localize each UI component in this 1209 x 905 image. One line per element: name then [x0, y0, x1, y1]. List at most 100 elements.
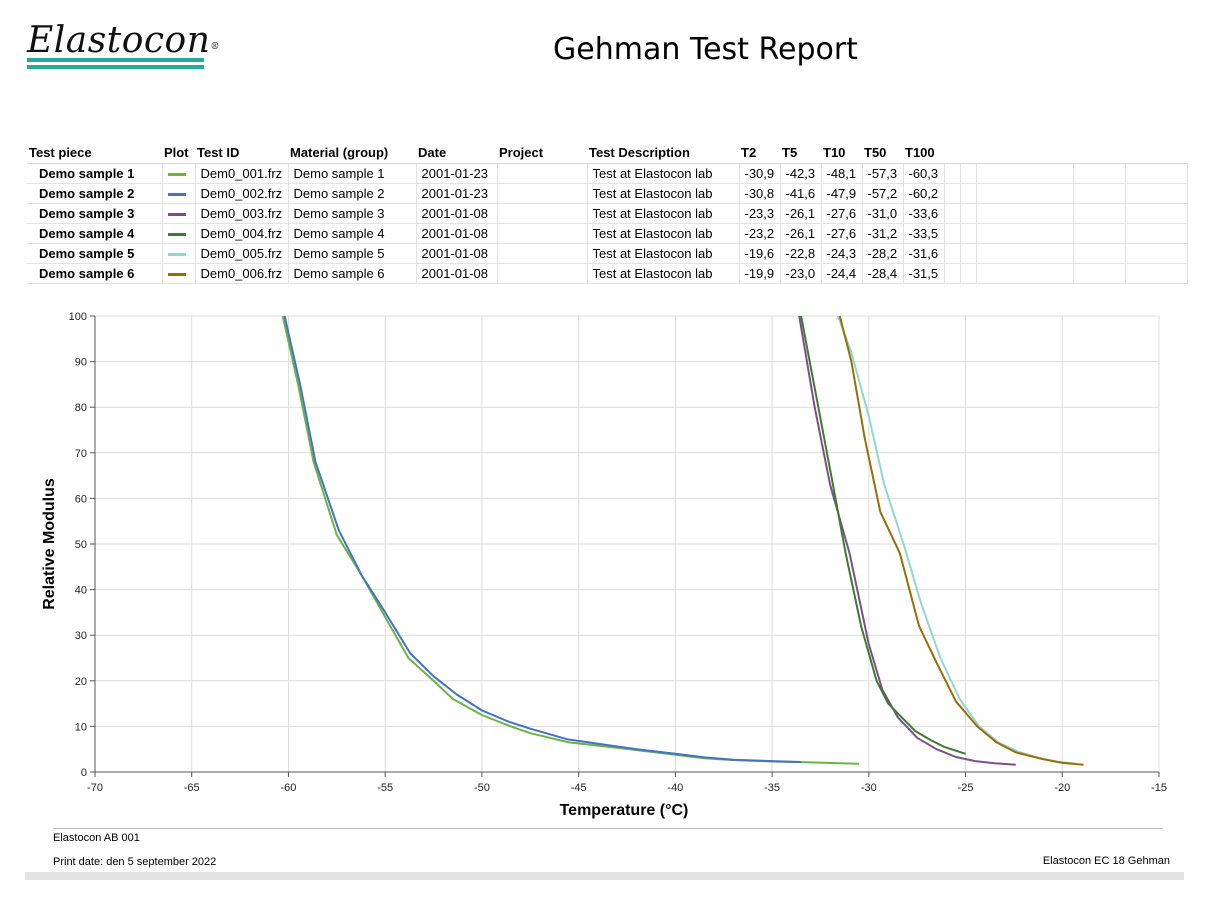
- cell-t50: -28,4: [862, 263, 904, 284]
- cell-test-piece: Demo sample 3: [27, 203, 163, 224]
- col-header-date: Date: [416, 143, 497, 164]
- report-title: Gehman Test Report: [553, 32, 858, 67]
- cell-extra: [944, 243, 961, 264]
- footer-print-date: Print date: den 5 september 2022: [53, 856, 217, 868]
- bottom-bar: [25, 872, 1184, 880]
- cell-date: 2001-01-23: [416, 163, 498, 184]
- cell-t5: -23,0: [780, 263, 822, 284]
- cell-extra: [960, 183, 977, 204]
- cell-t2: -23,2: [739, 223, 781, 244]
- cell-t10: -27,6: [821, 223, 863, 244]
- cell-description: Test at Elastocon lab: [587, 263, 740, 284]
- cell-t2: -23,3: [739, 203, 781, 224]
- logo-bar-bottom: [27, 65, 204, 69]
- plot-color-swatch: [167, 273, 186, 277]
- x-tick-label: -30: [861, 782, 877, 794]
- y-axis-label: Relative Modulus: [41, 478, 58, 610]
- cell-extra: [1125, 263, 1188, 284]
- series-line-4: [800, 315, 966, 755]
- cell-description: Test at Elastocon lab: [587, 203, 740, 224]
- y-tick-label: 40: [75, 585, 87, 597]
- cell-t100: -60,3: [903, 163, 945, 184]
- cell-project: [497, 203, 588, 224]
- cell-description: Test at Elastocon lab: [587, 183, 740, 204]
- cell-material: Demo sample 2: [288, 183, 417, 204]
- y-tick-label: 50: [75, 539, 87, 551]
- cell-test-piece: Demo sample 6: [27, 263, 163, 284]
- cell-t100: -31,6: [903, 243, 945, 264]
- cell-t5: -26,1: [780, 203, 822, 224]
- cell-test-id: Dem0_002.frz: [195, 183, 289, 204]
- cell-t5: -26,1: [780, 223, 822, 244]
- cell-extra: [976, 243, 1074, 264]
- col-header-plot: Plot: [162, 143, 195, 164]
- cell-extra: [1125, 163, 1188, 184]
- elastocon-logo: Elastocon®: [27, 22, 219, 74]
- table-row: Demo sample 2 Dem0_002.frz Demo sample 2 20…: [27, 183, 1188, 204]
- col-header-extra: [1125, 143, 1187, 164]
- col-header-extra: [976, 143, 1073, 164]
- x-tick-label: -20: [1054, 782, 1070, 794]
- cell-t5: -42,3: [780, 163, 822, 184]
- series-line-5: [836, 315, 1076, 765]
- cell-t2: -30,9: [739, 163, 781, 184]
- cell-test-piece: Demo sample 2: [27, 183, 163, 204]
- cell-extra: [960, 223, 977, 244]
- plot-color-swatch: [167, 253, 186, 257]
- cell-description: Test at Elastocon lab: [587, 163, 740, 184]
- cell-plot: [162, 163, 196, 184]
- y-tick-label: 70: [75, 448, 87, 460]
- x-tick-label: -15: [1151, 782, 1167, 794]
- logo-bar-top: [27, 58, 204, 62]
- cell-extra: [1125, 203, 1188, 224]
- series-line-3: [798, 315, 1016, 766]
- cell-extra: [976, 163, 1074, 184]
- cell-extra: [1125, 223, 1188, 244]
- cell-date: 2001-01-08: [416, 263, 498, 284]
- col-header-extra: [1073, 143, 1125, 164]
- cell-extra: [976, 203, 1074, 224]
- y-tick-label: 80: [75, 402, 87, 414]
- x-tick-label: -50: [474, 782, 490, 794]
- cell-plot: [162, 263, 196, 284]
- col-header-t2: T2: [739, 143, 780, 164]
- cell-extra: [944, 223, 961, 244]
- logo-registered-mark: ®: [210, 42, 220, 52]
- cell-test-piece: Demo sample 4: [27, 223, 163, 244]
- y-tick-label: 10: [75, 721, 87, 733]
- x-tick-label: -65: [184, 782, 200, 794]
- col-header-t10: T10: [821, 143, 862, 164]
- cell-extra: [960, 263, 977, 284]
- x-axis-label: Temperature (°C): [560, 802, 689, 819]
- cell-plot: [162, 203, 196, 224]
- x-tick-label: -70: [87, 782, 103, 794]
- cell-plot: [162, 243, 196, 264]
- cell-project: [497, 163, 588, 184]
- cell-t100: -31,5: [903, 263, 945, 284]
- cell-plot: [162, 183, 196, 204]
- col-header-test-id: Test ID: [195, 143, 288, 164]
- y-tick-label: 100: [69, 311, 87, 323]
- cell-extra: [944, 183, 961, 204]
- table-row: Demo sample 1 Dem0_001.frz Demo sample 1 20…: [27, 163, 1188, 184]
- cell-t50: -57,2: [862, 183, 904, 204]
- cell-test-piece: Demo sample 1: [27, 163, 163, 184]
- cell-extra: [960, 243, 977, 264]
- cell-date: 2001-01-08: [416, 203, 498, 224]
- cell-t10: -27,6: [821, 203, 863, 224]
- cell-material: Demo sample 1: [288, 163, 417, 184]
- col-header-material: Material (group): [288, 143, 416, 164]
- x-tick-label: -55: [377, 782, 393, 794]
- cell-extra: [1073, 263, 1126, 284]
- results-table: Test piece Plot Test ID Material (group)…: [27, 143, 1188, 284]
- x-tick-label: -45: [571, 782, 587, 794]
- table-row: Demo sample 3 Dem0_003.frz Demo sample 3 20…: [27, 203, 1188, 224]
- gehman-chart: -70 -65 -60 -55 -50 -45 -40 -35 -30 -25 -20 -15 0 10 2…: [41, 311, 1167, 819]
- cell-test-id: Dem0_001.frz: [195, 163, 289, 184]
- cell-extra: [1125, 243, 1188, 264]
- x-tick-label: -40: [667, 782, 683, 794]
- cell-extra: [1073, 183, 1126, 204]
- y-tick-label: 0: [81, 767, 87, 779]
- cell-material: Demo sample 4: [288, 223, 417, 244]
- cell-extra: [960, 203, 977, 224]
